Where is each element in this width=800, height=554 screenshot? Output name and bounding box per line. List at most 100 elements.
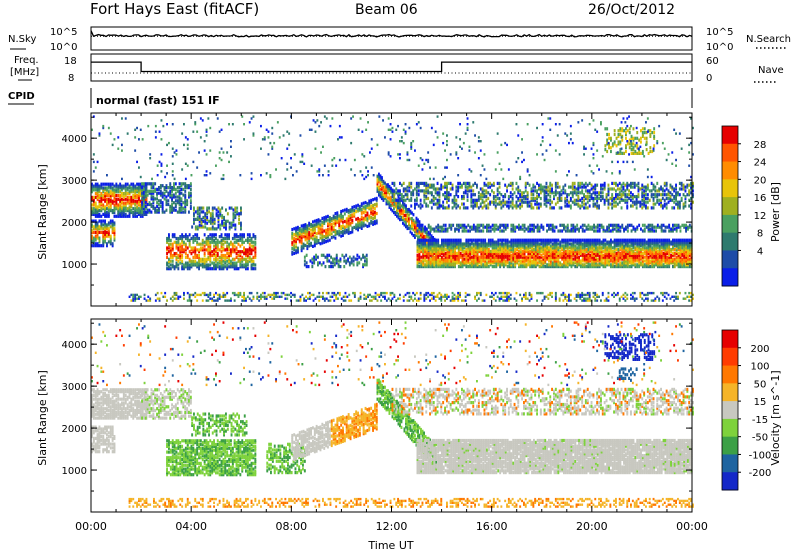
power-cell — [536, 225, 539, 229]
power-cell — [235, 267, 238, 271]
power-cell — [406, 226, 409, 231]
power-cell — [551, 261, 554, 265]
power-cell — [397, 191, 399, 195]
power-cell — [512, 249, 515, 254]
power-cell — [660, 253, 663, 257]
power-cell — [420, 223, 423, 227]
power-cell — [239, 252, 242, 256]
power-cell — [387, 190, 389, 194]
power-cell — [216, 248, 219, 252]
power-cell — [193, 217, 195, 221]
power-cell — [330, 255, 332, 259]
power-cell — [469, 257, 471, 261]
power-cell — [651, 249, 654, 254]
power-cell — [497, 225, 500, 229]
power-cell — [570, 244, 573, 248]
power-cell — [437, 238, 440, 242]
power-cell — [606, 257, 609, 261]
power-cell — [628, 253, 631, 257]
power-cell — [593, 253, 595, 257]
power-cell — [180, 191, 183, 195]
power-cell — [534, 240, 537, 244]
power-cell — [495, 242, 498, 246]
power-cell — [536, 261, 539, 265]
power-cell — [209, 242, 212, 246]
power-cell — [241, 238, 244, 242]
power-cell — [510, 227, 513, 231]
power-cell — [432, 202, 435, 206]
power-cell — [230, 206, 233, 210]
power-cell — [461, 248, 464, 252]
power-cell — [463, 246, 466, 250]
power-cell — [313, 227, 316, 231]
power-cell — [327, 233, 329, 237]
power-cell — [408, 223, 410, 227]
power-cell — [483, 193, 486, 197]
power-cell — [481, 191, 484, 195]
power-cell — [625, 227, 627, 231]
power-cell — [96, 234, 99, 238]
power-cell — [209, 246, 212, 250]
power-cell — [425, 227, 428, 231]
power-cell — [463, 227, 466, 231]
power-cell — [179, 252, 182, 256]
power-cell — [204, 219, 207, 223]
power-cell — [476, 249, 479, 254]
power-cell — [376, 176, 379, 180]
power-cell — [591, 246, 594, 250]
power-cell — [190, 248, 193, 252]
power-cell — [497, 242, 500, 246]
power-cell — [634, 255, 637, 259]
power-cell — [183, 240, 185, 244]
power-cell — [337, 259, 340, 263]
power-cell — [587, 265, 590, 269]
power-cell — [213, 227, 216, 231]
power-cell — [198, 250, 200, 254]
power-cell — [501, 261, 503, 265]
power-cell — [319, 223, 322, 227]
power-cell — [327, 228, 329, 232]
power-cell — [409, 209, 412, 213]
power-cell — [228, 225, 231, 229]
power-cell — [551, 249, 554, 254]
power-cell — [643, 229, 646, 233]
power-cell — [424, 253, 426, 257]
power-cell — [381, 191, 383, 195]
power-cell — [452, 255, 455, 259]
power-cell — [598, 263, 601, 267]
power-cell — [462, 181, 465, 185]
power-cell — [330, 222, 333, 226]
power-cell — [591, 261, 594, 265]
power-cell — [672, 240, 674, 244]
power-cell — [643, 240, 646, 244]
power-cell — [189, 204, 192, 208]
power-cell — [581, 227, 584, 231]
power-cell — [672, 248, 674, 252]
power-cell — [489, 257, 492, 261]
power-cell — [546, 248, 548, 252]
power-cell — [641, 223, 644, 227]
power-cell — [174, 187, 177, 191]
power-cell — [136, 207, 138, 211]
power-cell — [136, 182, 138, 186]
power-cell — [300, 230, 303, 234]
power-cell — [625, 249, 627, 254]
power-cell — [476, 198, 478, 202]
power-cell — [604, 242, 607, 246]
power-cell — [553, 240, 556, 244]
power-cell — [106, 244, 108, 248]
power-cell — [681, 246, 684, 250]
power-cell — [297, 231, 299, 235]
power-cell — [374, 206, 376, 211]
power-cell — [497, 227, 500, 231]
power-cell — [254, 250, 257, 254]
power-cell — [117, 205, 120, 209]
power-cell — [352, 263, 355, 267]
power-cell — [228, 261, 230, 265]
power-cell — [440, 183, 443, 187]
power-cell — [589, 240, 592, 244]
power-cell — [482, 249, 485, 254]
power-cell — [587, 255, 590, 259]
power-cell — [589, 255, 592, 259]
power-cell — [617, 265, 620, 269]
